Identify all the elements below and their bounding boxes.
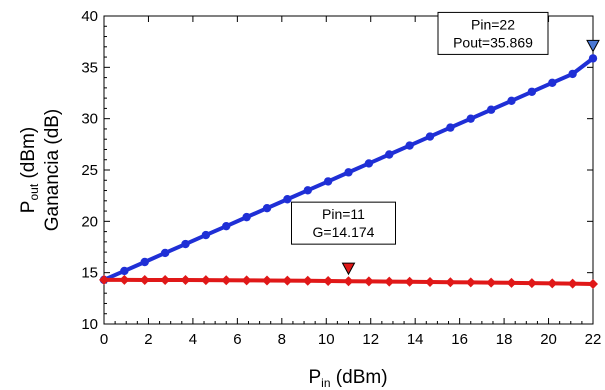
data-point [547, 278, 558, 289]
y-tick-label: 25 [81, 162, 98, 179]
x-tick-label: 14 [407, 331, 424, 348]
series-0 [99, 54, 598, 285]
data-point [363, 276, 374, 287]
x-tick-label: 10 [318, 331, 335, 348]
data-point [527, 87, 537, 96]
x-tick-label: 8 [278, 331, 286, 348]
data-point [568, 69, 577, 79]
data-point [486, 105, 496, 114]
y-tick-label: 40 [81, 8, 98, 25]
marker-label-line: Pin=11 [322, 206, 365, 222]
data-point [140, 257, 149, 267]
data-point [261, 275, 272, 286]
data-point [445, 277, 456, 288]
data-point [425, 277, 436, 288]
data-point [282, 275, 293, 286]
data-point [120, 266, 129, 276]
data-point [160, 248, 170, 258]
data-point [425, 132, 435, 141]
data-point [567, 278, 578, 289]
x-tick-label: 20 [540, 331, 557, 348]
data-point [465, 277, 476, 288]
marker-annotation: Pin=22 Pout=35.869 [437, 11, 600, 55]
data-point [548, 78, 557, 88]
marker-label-box [291, 201, 396, 245]
data-point [180, 275, 191, 286]
marker-symbol [341, 262, 356, 276]
data-point [343, 276, 354, 287]
marker-label-line: G=14.174 [313, 224, 375, 240]
y-tick-label: 15 [81, 265, 98, 282]
data-point [242, 212, 251, 222]
y-tick-label: 20 [81, 213, 98, 230]
data-point [384, 276, 395, 287]
data-point [323, 275, 334, 286]
x-axis-title: Pin (dBm) [308, 367, 387, 390]
data-point [181, 239, 190, 249]
data-point [221, 275, 232, 286]
data-point [344, 168, 353, 177]
data-point [283, 195, 292, 204]
y-tick-label: 30 [81, 111, 98, 128]
data-point [222, 221, 231, 231]
data-point [486, 277, 497, 288]
x-tick-label: 0 [100, 331, 108, 348]
data-point [99, 274, 109, 285]
data-point [364, 159, 374, 168]
marker-label-box [437, 11, 549, 55]
data-point [302, 275, 313, 286]
y-axis-title-line2: Ganancia (dB) [42, 109, 63, 232]
data-point [466, 114, 475, 123]
data-point [160, 274, 171, 285]
y-axis-title-line1: Pout (dBm) [18, 127, 41, 213]
data-point [200, 275, 211, 286]
data-point [446, 123, 455, 132]
marker-layer: Pin=22 Pout=35.869 Pin=11 G=14.174 [291, 11, 600, 276]
data-point [119, 274, 130, 285]
data-point [262, 203, 272, 213]
data-point [588, 278, 598, 289]
data-point [241, 275, 252, 286]
data-point [526, 278, 537, 289]
x-tick-label: 16 [451, 331, 468, 348]
y-axis: 10 15 20 25 30 35 40 [81, 8, 593, 333]
data-point [323, 177, 333, 186]
data-point [507, 96, 516, 106]
marker-label-line: Pout=35.869 [453, 34, 533, 50]
data-point [506, 277, 517, 288]
data-point [405, 141, 414, 150]
x-axis: 0 2 4 6 8 10 12 14 16 18 20 22 [100, 16, 602, 348]
marker-symbol [586, 39, 600, 53]
data-point [404, 276, 415, 287]
series-1 [99, 274, 598, 289]
data-point [303, 186, 312, 195]
x-tick-label: 18 [496, 331, 513, 348]
x-tick-label: 2 [144, 331, 152, 348]
x-tick-label: 12 [362, 331, 379, 348]
y-tick-label: 35 [81, 59, 98, 76]
y-tick-label: 10 [81, 316, 98, 333]
marker-label-line: Pin=22 [471, 16, 515, 32]
data-point [588, 54, 598, 63]
x-tick-label: 6 [233, 331, 241, 348]
data-point [201, 230, 211, 240]
data-point [139, 274, 150, 285]
data-point [385, 150, 394, 159]
series-layer [99, 54, 598, 289]
x-tick-label: 4 [189, 331, 197, 348]
x-tick-label: 22 [585, 331, 602, 348]
marker-annotation: Pin=11 G=14.174 [291, 201, 396, 276]
